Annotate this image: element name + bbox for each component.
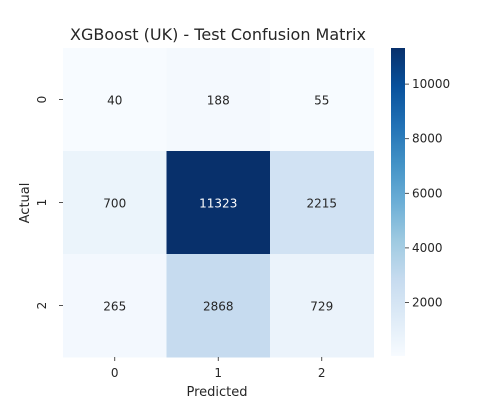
colorbar bbox=[391, 48, 405, 356]
colorbar-tick-label-4: 10000 bbox=[412, 77, 450, 91]
y-tick-label-1: 1 bbox=[35, 199, 49, 207]
colorbar-tick-label-1: 4000 bbox=[412, 241, 443, 255]
colorbar-tick-labels: 2000 4000 6000 8000 10000 bbox=[405, 77, 450, 309]
cell-value-0-0: 40 bbox=[107, 94, 122, 108]
cell-1-2 bbox=[270, 151, 374, 255]
cell-value-1-2: 2215 bbox=[306, 197, 337, 211]
colorbar-tick-label-3: 8000 bbox=[412, 132, 443, 146]
cell-0-2 bbox=[270, 48, 374, 152]
y-tick-label-0: 0 bbox=[35, 96, 49, 104]
heatmap-cells bbox=[63, 48, 374, 358]
y-axis-label: Actual bbox=[18, 183, 33, 224]
colorbar-tick-label-2: 6000 bbox=[412, 186, 443, 200]
cell-value-0-1: 188 bbox=[207, 94, 230, 108]
y-tick-label-2: 2 bbox=[35, 302, 49, 310]
cell-0-0 bbox=[63, 48, 167, 152]
x-tick-label-1: 1 bbox=[214, 366, 222, 380]
cell-value-0-2: 55 bbox=[314, 94, 329, 108]
cell-annotations: 40 188 55 700 11323 2215 265 2868 729 bbox=[103, 94, 337, 314]
cell-value-2-0: 265 bbox=[103, 300, 126, 314]
cell-2-0 bbox=[63, 254, 167, 358]
cell-value-1-1: 11323 bbox=[199, 197, 237, 211]
cell-1-0 bbox=[63, 151, 167, 255]
cell-1-1 bbox=[166, 151, 271, 255]
y-tick-labels: 0 1 2 bbox=[35, 96, 63, 310]
cell-2-2 bbox=[270, 254, 374, 358]
x-tick-label-2: 2 bbox=[318, 366, 326, 380]
x-tick-label-0: 0 bbox=[111, 366, 119, 380]
cell-2-1 bbox=[166, 254, 271, 358]
cell-0-1 bbox=[166, 48, 271, 152]
x-axis-label: Predicted bbox=[186, 385, 247, 400]
cell-value-2-1: 2868 bbox=[203, 300, 234, 314]
x-tick-labels: 0 1 2 bbox=[111, 357, 326, 380]
chart-title: XGBoost (UK) - Test Confusion Matrix bbox=[70, 25, 366, 44]
cell-value-2-2: 729 bbox=[310, 300, 333, 314]
colorbar-tick-label-0: 2000 bbox=[412, 295, 443, 309]
cell-value-1-0: 700 bbox=[103, 197, 126, 211]
